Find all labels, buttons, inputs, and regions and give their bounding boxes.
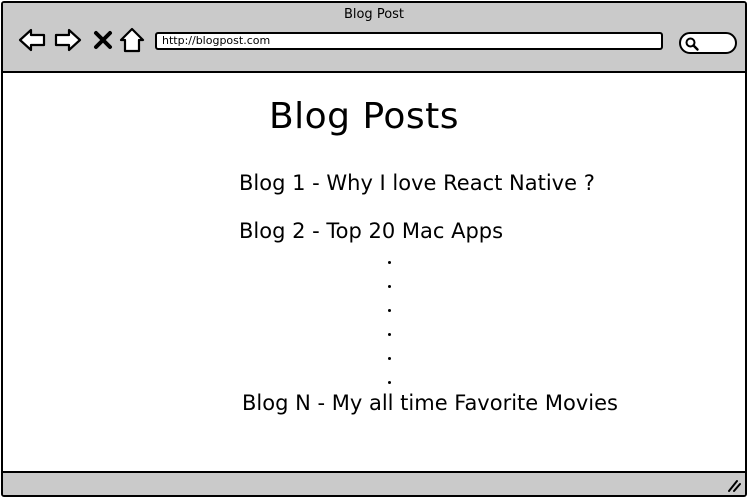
ellipsis-dot [388, 357, 391, 360]
stop-button[interactable] [88, 25, 118, 55]
back-button[interactable] [17, 25, 47, 55]
ellipsis-dot [388, 285, 391, 288]
blog-post-link[interactable]: Blog 1 - Why I love React Native ? [239, 171, 595, 195]
close-icon [94, 31, 112, 49]
blog-post-link[interactable]: Blog N - My all time Favorite Movies [242, 391, 618, 415]
home-icon [119, 27, 145, 53]
home-button[interactable] [117, 25, 147, 55]
window-title: Blog Post [343, 7, 405, 22]
page-title: Blog Posts [268, 96, 460, 137]
search-icon [685, 37, 699, 51]
status-bar [3, 471, 745, 495]
arrow-right-icon [54, 28, 82, 52]
forward-button[interactable] [53, 25, 83, 55]
ellipsis-dot [388, 261, 391, 264]
page-content: Blog Posts Blog 1 - Why I love React Nat… [3, 73, 745, 471]
address-bar[interactable]: http://blogpost.com [155, 32, 663, 50]
resize-grip-icon[interactable] [723, 477, 741, 493]
blog-post-link[interactable]: Blog 2 - Top 20 Mac Apps [239, 219, 504, 243]
search-field[interactable] [679, 32, 737, 54]
ellipsis-dot [388, 333, 391, 336]
ellipsis-dot [388, 381, 391, 384]
arrow-left-icon [18, 28, 46, 52]
ellipsis-dot [388, 309, 391, 312]
browser-toolbar: Blog Post http://blogpost.com [3, 3, 745, 73]
